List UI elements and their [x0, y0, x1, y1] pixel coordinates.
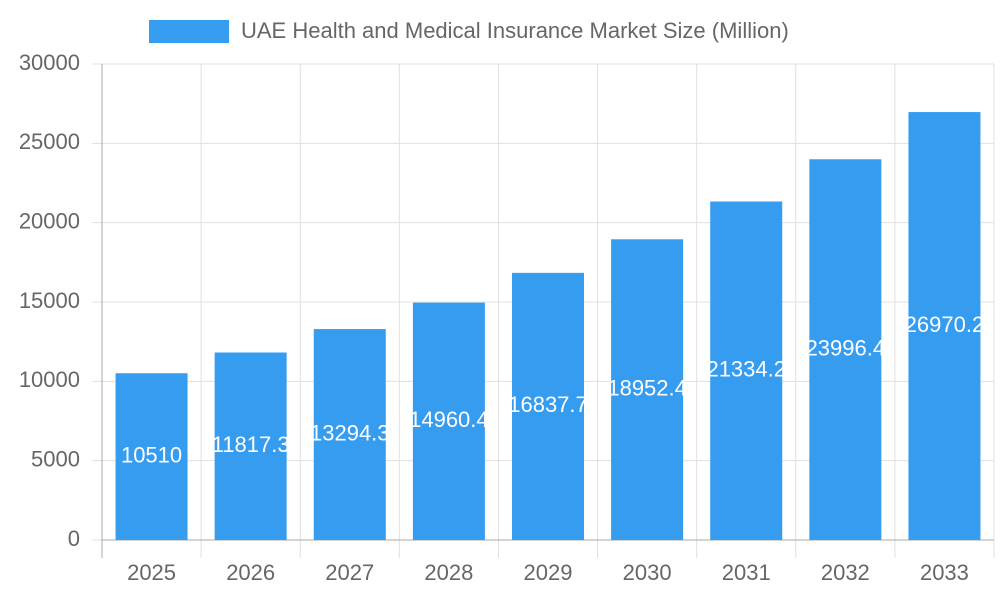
x-tick-label: 2026 — [226, 560, 275, 585]
value-label: 13294.3 — [310, 420, 390, 445]
value-label: 10510 — [121, 442, 182, 467]
x-tick-label: 2030 — [623, 560, 672, 585]
y-tick-label: 5000 — [31, 446, 80, 471]
bar — [611, 239, 684, 541]
value-label: 21334.2 — [706, 357, 786, 382]
legend-label: UAE Health and Medical Insurance Market … — [241, 18, 789, 43]
y-tick-label: 0 — [68, 526, 80, 551]
bar — [512, 272, 584, 540]
y-tick-label: 15000 — [19, 288, 80, 313]
bar — [710, 201, 783, 540]
bar — [214, 352, 287, 540]
x-tick-label: 2029 — [524, 560, 573, 585]
legend-swatch — [149, 20, 229, 43]
value-label: 11817.3 — [212, 432, 290, 457]
bar — [809, 159, 882, 540]
y-tick-label: 25000 — [19, 129, 80, 154]
x-tick-label: 2025 — [127, 560, 176, 585]
y-tick-label: 30000 — [19, 50, 80, 75]
value-label: 18952.4 — [607, 375, 687, 400]
bar — [313, 329, 386, 540]
value-label: 26970.2 — [905, 312, 985, 337]
y-tick-label: 20000 — [19, 208, 80, 233]
x-tick-label: 2028 — [424, 560, 473, 585]
bar — [908, 112, 981, 541]
y-tick-label: 10000 — [19, 367, 80, 392]
value-label: 23996.4 — [806, 335, 886, 360]
x-tick-label: 2031 — [722, 560, 771, 585]
x-tick-label: 2032 — [821, 560, 870, 585]
bar — [412, 302, 485, 540]
x-tick-label: 2033 — [920, 560, 969, 585]
value-label: 16837.7 — [508, 392, 588, 417]
value-label: 14960.4 — [409, 407, 489, 432]
bar — [115, 373, 188, 540]
x-tick-label: 2027 — [325, 560, 374, 585]
